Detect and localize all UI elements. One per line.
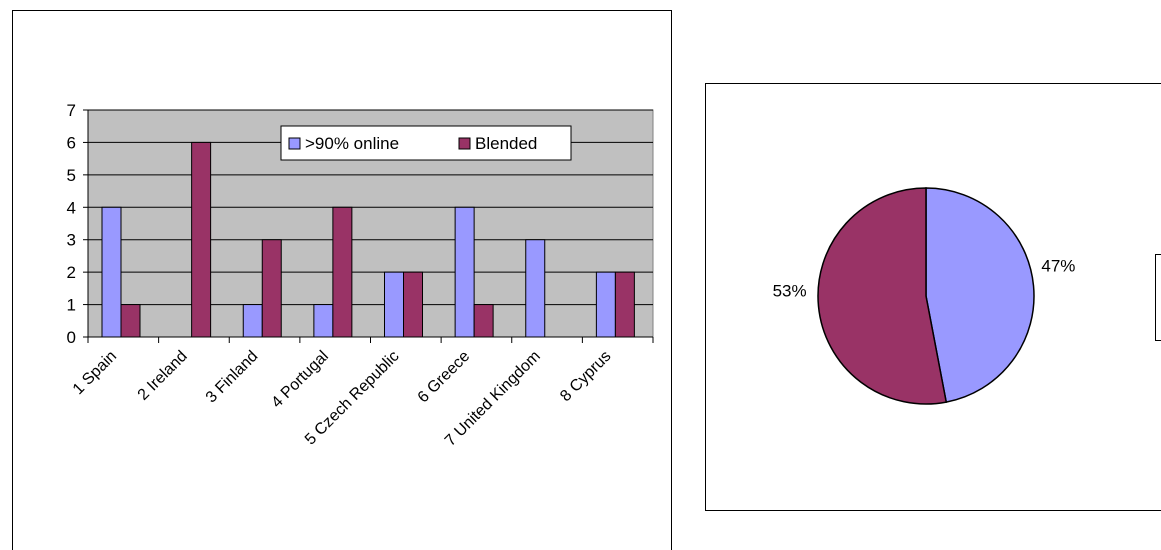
- y-tick-label: 0: [67, 328, 76, 347]
- legend-label: Blended: [475, 134, 537, 153]
- y-tick-label: 2: [67, 263, 76, 282]
- legend: >90% online Blended: [280, 125, 572, 161]
- bar-chart: 0 1 2 3 4 5 6 7 1 Spain 2 Ireland 3 Finland 4 Portu…: [67, 101, 654, 450]
- bar-online-3: [313, 304, 334, 338]
- bar-online-2: [242, 304, 263, 338]
- y-tick-label: 1: [67, 296, 76, 315]
- pie-chart: 47% 53%: [773, 187, 1075, 405]
- x-category-label: 1 Spain: [70, 348, 120, 398]
- pie-slice-1: [817, 187, 948, 405]
- y-tick-label: 5: [67, 166, 76, 185]
- bar-blended-5: [473, 304, 494, 338]
- legend-box: [280, 125, 572, 161]
- bar-online-7: [595, 271, 616, 338]
- y-tick-label: 3: [67, 231, 76, 250]
- bar-chart-panel: 0 1 2 3 4 5 6 7 1 Spain 2 Ireland 3 Finland 4 Portu…: [12, 10, 672, 550]
- x-category-label: 4 Portugal: [268, 348, 332, 412]
- legend-label: >90% online: [305, 134, 399, 153]
- y-tick-label: 7: [67, 101, 76, 120]
- x-category-label: 8 Cyprus: [557, 348, 614, 405]
- bar-blended-4: [403, 271, 423, 338]
- pie-slice-label: 53%: [773, 282, 807, 301]
- pie-slice-label: 47%: [1041, 256, 1075, 275]
- bar-blended-3: [332, 206, 353, 338]
- bar-blended-2: [261, 239, 282, 338]
- pie-slice-0: [925, 187, 1035, 403]
- bar-online-6: [525, 239, 546, 338]
- bar-blended-1: [191, 141, 212, 338]
- x-category-label: 6 Greece: [415, 348, 474, 407]
- legend-swatch: [288, 137, 301, 150]
- legend-swatch: [458, 137, 471, 150]
- bar-online-4: [384, 271, 404, 338]
- pie-legend-box: [1155, 254, 1161, 341]
- pie-chart-panel: 47% 53%: [705, 83, 1161, 511]
- bar-blended-7: [614, 271, 635, 338]
- x-category-label: 2 Ireland: [135, 348, 191, 404]
- y-tick-label: 6: [67, 133, 76, 152]
- bar-online-0: [101, 206, 122, 338]
- x-category-label: 3 Finland: [203, 348, 262, 407]
- y-tick-label: 4: [67, 198, 76, 217]
- bar-blended-0: [120, 304, 141, 338]
- bar-online-5: [454, 206, 475, 338]
